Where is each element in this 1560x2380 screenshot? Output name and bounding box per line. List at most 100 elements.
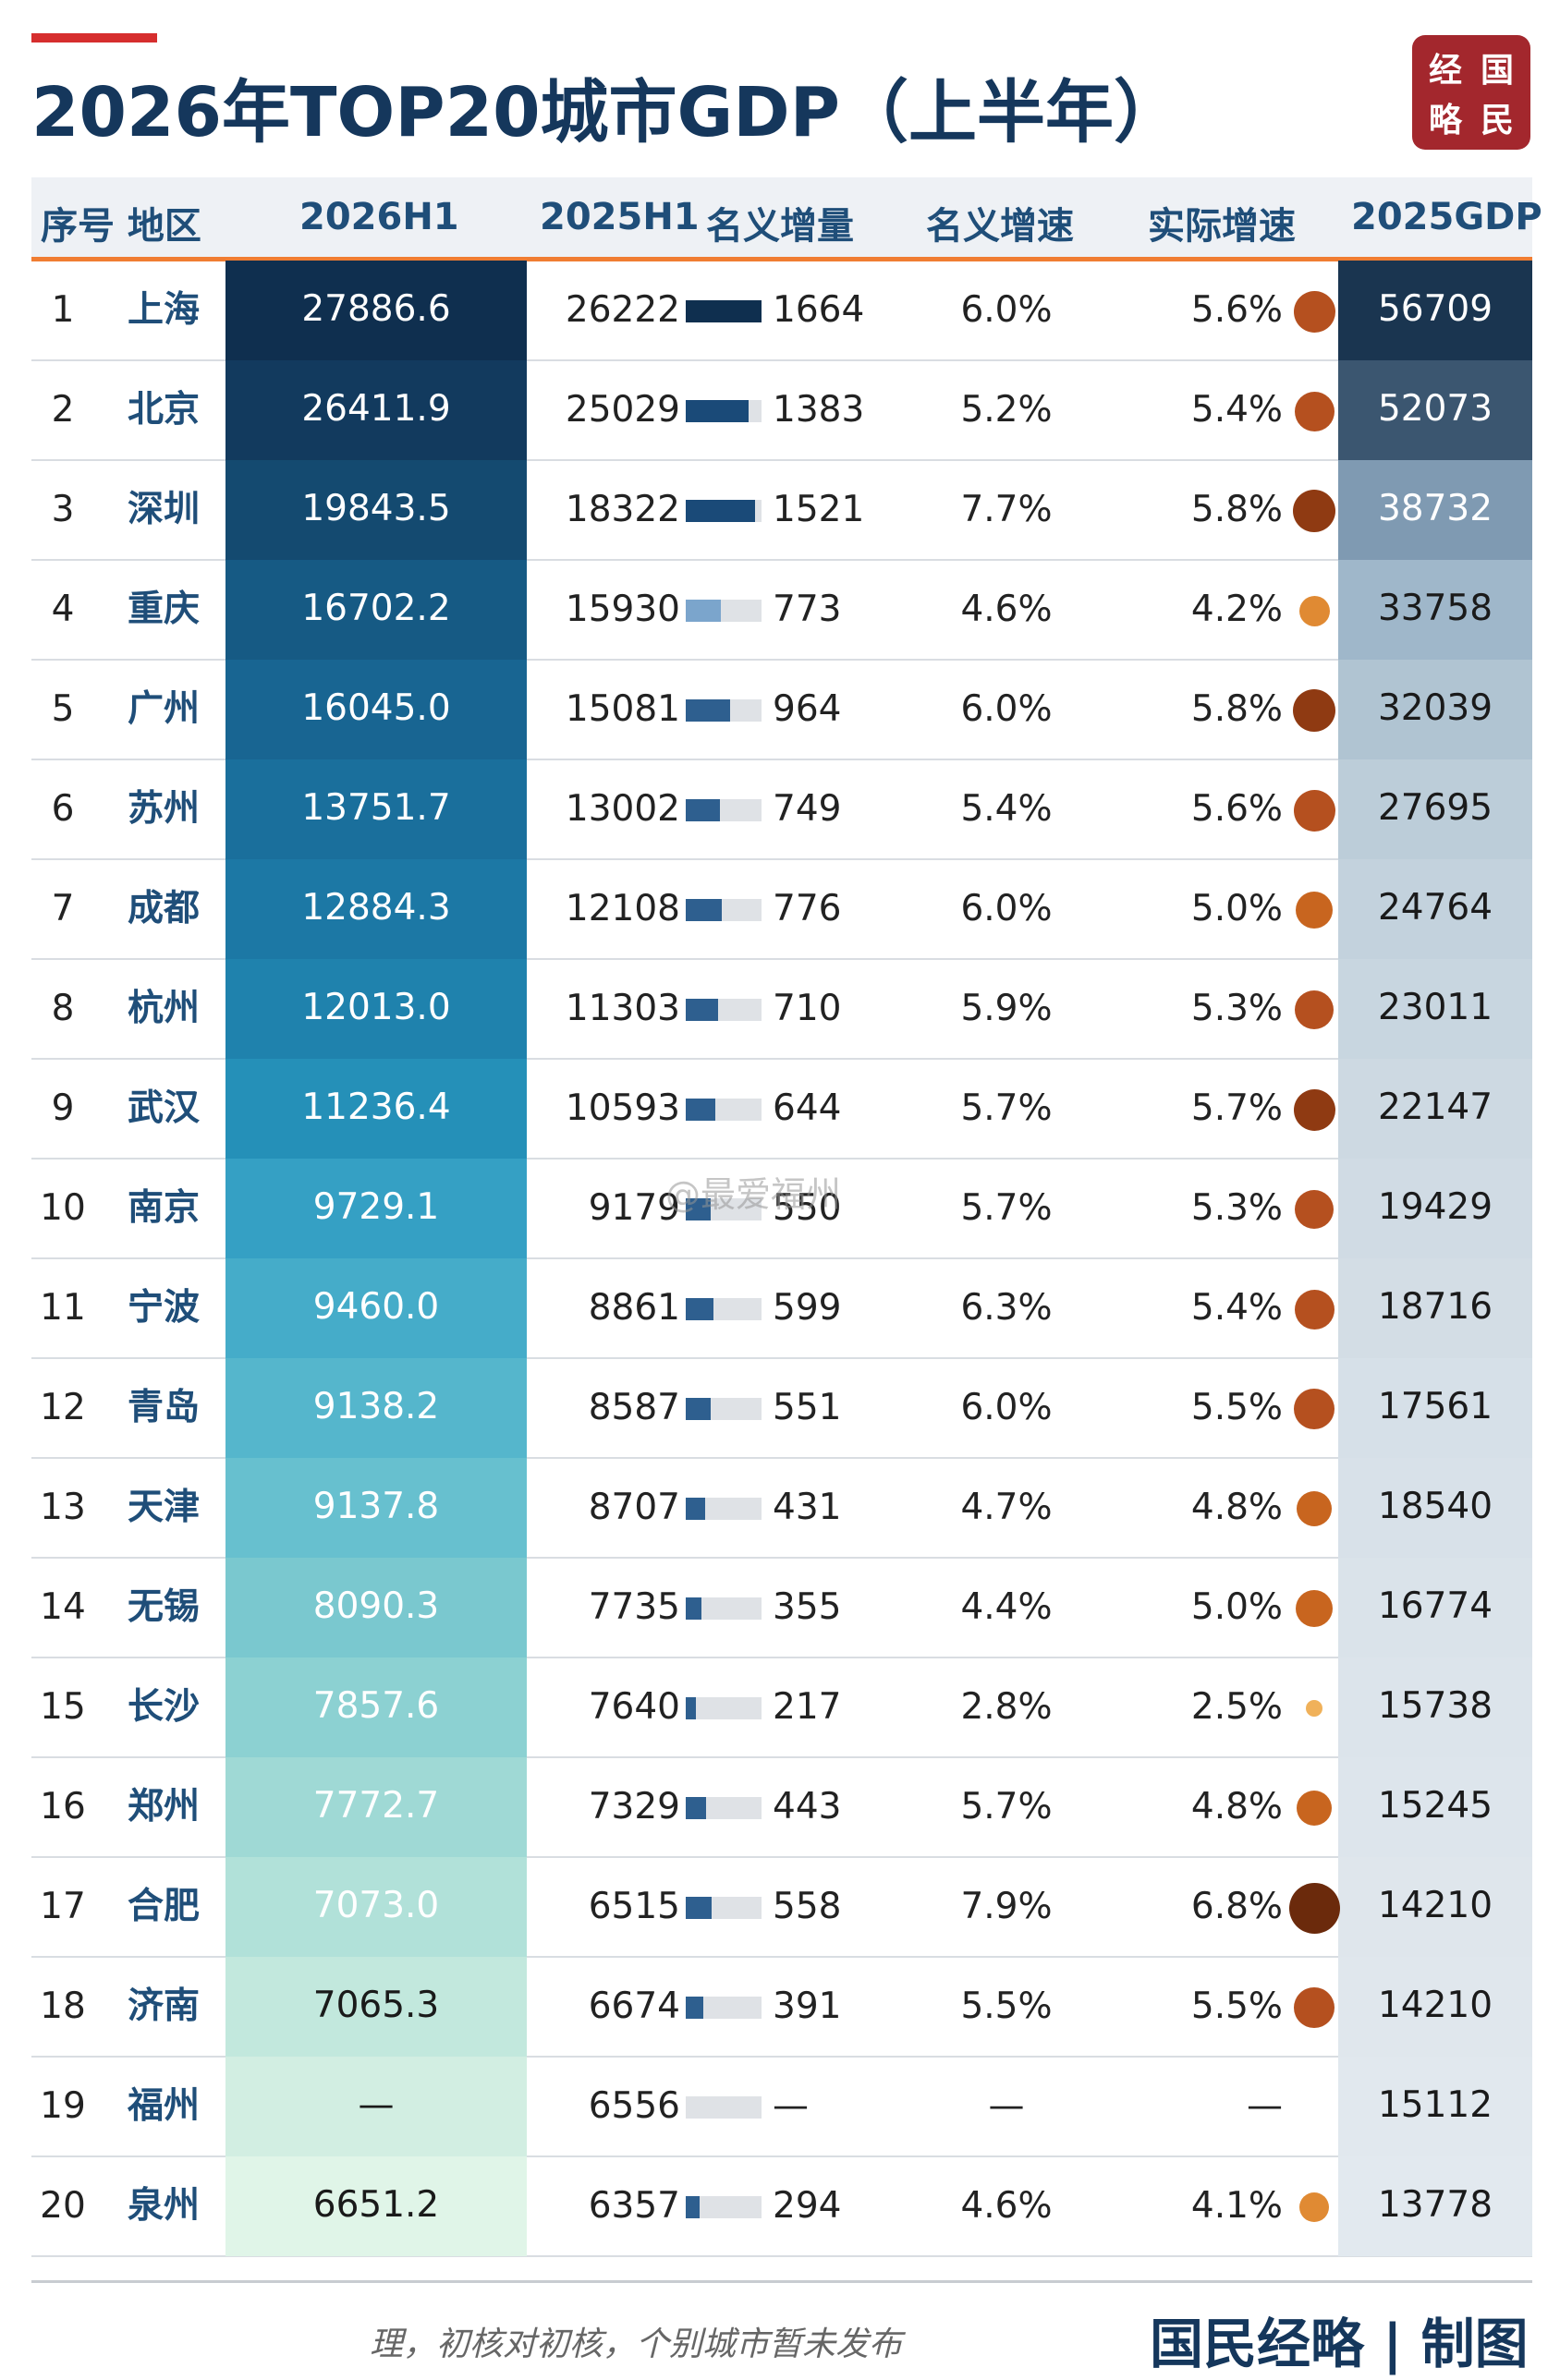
- increase-bar-fill: [686, 1198, 712, 1220]
- table-body: 1 上海 27886.6 26222 1664 6.0% 5.6% 56709 2 北京 26411…: [31, 261, 1532, 2257]
- increase-bar-track: [686, 600, 762, 622]
- table-row: 1 上海 27886.6 26222 1664 6.0% 5.6% 56709: [31, 261, 1532, 361]
- header-real-growth: 实际增速: [1148, 205, 1296, 248]
- h1-2025-cell: 7640: [588, 1686, 680, 1728]
- increase-bar-fill: [686, 500, 755, 522]
- increase-cell: 294: [773, 2185, 842, 2227]
- increase-bar-fill: [686, 1398, 712, 1420]
- real-growth-cell: 4.1%: [1190, 2185, 1283, 2227]
- page-title: 2026年TOP20城市GDP（上半年）: [31, 73, 1182, 152]
- table-row: 5 广州 16045.0 15081 964 6.0% 5.8% 32039: [31, 660, 1532, 760]
- increase-bar-track: [686, 1298, 762, 1320]
- table-row: 13 天津 9137.8 8707 431 4.7% 4.8% 18540: [31, 1458, 1532, 1559]
- city-cell: 合肥: [128, 1886, 201, 1927]
- real-growth-cell: —: [1247, 2085, 1283, 2127]
- increase-bar-fill: [686, 1897, 712, 1919]
- increase-bar-track: [686, 1897, 762, 1919]
- rank-cell: 5: [51, 688, 75, 730]
- real-growth-cell: 5.6%: [1190, 788, 1283, 830]
- gdp-2025-cell: 18540: [1338, 1458, 1532, 1558]
- logo-char: 略: [1428, 101, 1462, 140]
- h1-2026-cell: 16045.0: [225, 660, 527, 759]
- increase-bar-fill: [686, 699, 730, 722]
- gdp-2025-cell: 56709: [1338, 261, 1532, 360]
- nominal-growth-cell: 7.9%: [960, 1886, 1053, 1927]
- footer-divider: [31, 2280, 1532, 2283]
- city-cell: 广州: [128, 688, 201, 730]
- real-growth-cell: 5.3%: [1190, 1187, 1283, 1229]
- rank-cell: 19: [40, 2085, 86, 2127]
- growth-dot: [1295, 990, 1334, 1029]
- gdp-2025-cell: 16774: [1338, 1558, 1532, 1658]
- header-2025gdp: 2025GDP: [1351, 196, 1542, 238]
- city-cell: 深圳: [128, 489, 201, 530]
- increase-bar-fill: [686, 1099, 715, 1121]
- increase-bar-track: [686, 500, 762, 522]
- brand-logo: 经 国 略 民: [1412, 35, 1530, 150]
- nominal-growth-cell: 6.3%: [960, 1287, 1053, 1329]
- increase-bar-track: [686, 1797, 762, 1819]
- increase-bar-track: [686, 300, 762, 322]
- real-growth-cell: 5.7%: [1190, 1087, 1283, 1129]
- h1-2026-cell: 7772.7: [225, 1757, 527, 1857]
- h1-2025-cell: 10593: [565, 1087, 680, 1129]
- gdp-2025-cell: 33758: [1338, 560, 1532, 660]
- real-growth-cell: 2.5%: [1190, 1686, 1283, 1728]
- title-accent-bar: [31, 33, 157, 42]
- table-row: 20 泉州 6651.2 6357 294 4.6% 4.1% 13778: [31, 2156, 1532, 2257]
- gdp-2025-cell: 15738: [1338, 1658, 1532, 1757]
- increase-bar-track: [686, 400, 762, 422]
- nominal-growth-cell: 5.7%: [960, 1786, 1053, 1828]
- increase-bar-track: [686, 1099, 762, 1121]
- city-cell: 南京: [128, 1187, 201, 1229]
- h1-2025-cell: 7735: [588, 1586, 680, 1628]
- city-cell: 天津: [128, 1487, 201, 1528]
- h1-2026-cell: 16702.2: [225, 560, 527, 660]
- city-cell: 上海: [128, 289, 201, 331]
- h1-2026-cell: 12013.0: [225, 959, 527, 1059]
- rank-cell: 6: [51, 788, 75, 830]
- h1-2026-cell: —: [225, 2057, 527, 2156]
- header-2026h1: 2026H1: [299, 196, 459, 238]
- watermark: @最爱福州: [665, 1174, 842, 1215]
- h1-2026-cell: 11236.4: [225, 1059, 527, 1159]
- city-cell: 武汉: [128, 1087, 201, 1129]
- city-cell: 无锡: [128, 1586, 201, 1628]
- increase-bar-track: [686, 1498, 762, 1520]
- growth-dot: [1297, 1791, 1332, 1826]
- increase-bar-track: [686, 1198, 762, 1220]
- growth-dot: [1299, 2192, 1329, 2222]
- growth-dot: [1306, 1700, 1322, 1717]
- gdp-2025-cell: 38732: [1338, 460, 1532, 560]
- increase-cell: 217: [773, 1686, 842, 1728]
- table-row: 14 无锡 8090.3 7735 355 4.4% 5.0% 16774: [31, 1558, 1532, 1658]
- real-growth-cell: 6.8%: [1190, 1886, 1283, 1927]
- growth-dot: [1288, 1882, 1340, 1934]
- increase-cell: 773: [773, 589, 842, 630]
- logo-char: 民: [1480, 101, 1514, 140]
- h1-2025-cell: 18322: [565, 489, 680, 530]
- rank-cell: 18: [40, 1985, 86, 2027]
- gdp-2025-cell: 52073: [1338, 360, 1532, 460]
- city-cell: 福州: [128, 2085, 201, 2127]
- real-growth-cell: 5.4%: [1190, 389, 1283, 431]
- logo-char: 国: [1480, 51, 1514, 90]
- h1-2025-cell: 25029: [565, 389, 680, 431]
- city-cell: 济南: [128, 1985, 201, 2027]
- header-nominal-increase: 名义增量: [706, 205, 854, 248]
- rank-cell: 3: [51, 489, 75, 530]
- city-cell: 泉州: [128, 2185, 201, 2227]
- increase-bar-fill: [686, 1997, 703, 2019]
- h1-2025-cell: 8861: [588, 1287, 680, 1329]
- growth-dot: [1295, 1190, 1334, 1229]
- gdp-2025-cell: 15245: [1338, 1757, 1532, 1857]
- increase-bar-track: [686, 1398, 762, 1420]
- city-cell: 郑州: [128, 1786, 201, 1828]
- h1-2026-cell: 7065.3: [225, 1957, 527, 2057]
- city-cell: 杭州: [128, 988, 201, 1029]
- rank-cell: 9: [51, 1087, 75, 1129]
- gdp-2025-cell: 14210: [1338, 1957, 1532, 2057]
- real-growth-cell: 4.8%: [1190, 1487, 1283, 1528]
- increase-cell: 964: [773, 688, 842, 730]
- logo-char: 经: [1428, 51, 1462, 90]
